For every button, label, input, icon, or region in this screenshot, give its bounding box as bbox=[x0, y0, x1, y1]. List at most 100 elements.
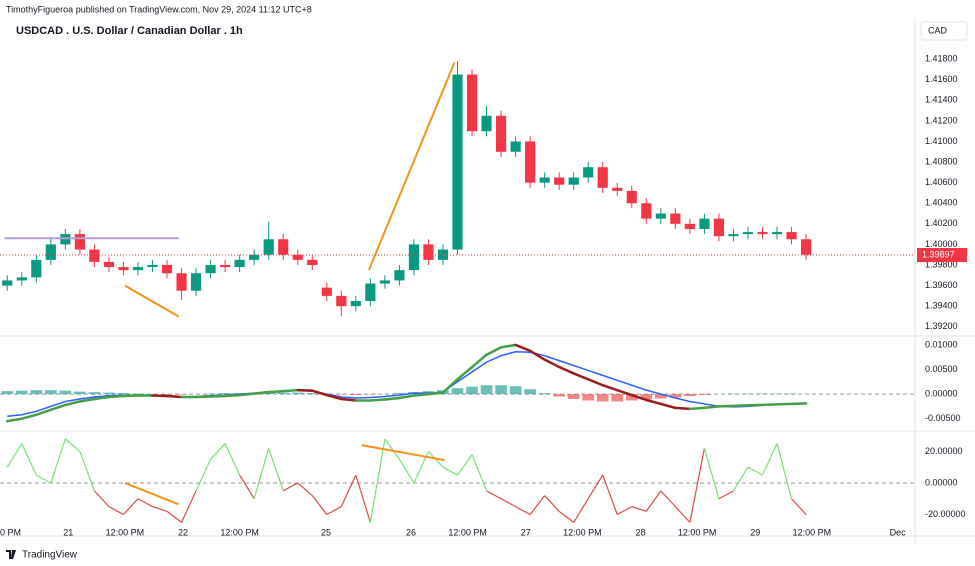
candle-body bbox=[568, 177, 579, 185]
candle-body bbox=[437, 249, 449, 260]
chart-title: USDCAD . U.S. Dollar / Canadian Dollar .… bbox=[16, 25, 243, 37]
signal-segment bbox=[528, 349, 546, 361]
histogram-bar bbox=[582, 394, 595, 401]
oscillator-segment bbox=[137, 498, 153, 508]
signal-segment bbox=[20, 413, 38, 420]
oscillator-segment bbox=[36, 474, 52, 484]
oscillator-segment bbox=[210, 443, 226, 460]
candle-body bbox=[539, 177, 550, 183]
y-tick-label: 1.41400 bbox=[925, 95, 958, 105]
signal-segment bbox=[6, 417, 24, 423]
histogram-bar bbox=[698, 394, 711, 396]
y-tick-label: 1.39200 bbox=[925, 321, 958, 331]
y-tick-label: 1.41600 bbox=[925, 74, 958, 84]
signal-segment bbox=[35, 408, 53, 416]
histogram-bar bbox=[567, 394, 580, 400]
y-tick-label: 1.40400 bbox=[925, 198, 958, 208]
y-tick-label: 20.00000 bbox=[925, 446, 963, 456]
trend-line bbox=[361, 444, 445, 462]
oscillator-segment bbox=[747, 466, 763, 476]
candle-body bbox=[365, 283, 376, 302]
oscillator-segment bbox=[108, 506, 124, 516]
oscillator-segment bbox=[761, 443, 778, 476]
currency-button[interactable] bbox=[920, 21, 968, 41]
histogram-bar bbox=[30, 390, 43, 395]
trend-line bbox=[124, 284, 180, 318]
signal-segment bbox=[412, 392, 430, 397]
signal-segment bbox=[674, 406, 692, 411]
oscillator-segment bbox=[471, 454, 488, 492]
oscillator-segment bbox=[645, 490, 662, 512]
histogram-bar bbox=[495, 385, 507, 395]
oscillator-segment bbox=[442, 466, 458, 476]
oscillator-segment bbox=[689, 448, 705, 523]
signal-segment bbox=[630, 393, 648, 402]
histogram-bar bbox=[625, 394, 638, 401]
histogram-bar bbox=[393, 393, 406, 395]
y-tick-label: 1.40200 bbox=[925, 218, 958, 228]
y-tick-label: 0.01000 bbox=[925, 339, 958, 349]
candle-body bbox=[321, 287, 332, 296]
oscillator-segment bbox=[21, 443, 37, 476]
oscillator-segment bbox=[326, 506, 342, 516]
y-tick-label: 0.00000 bbox=[925, 388, 958, 398]
oscillator-segment bbox=[384, 438, 400, 460]
oscillator-segment bbox=[616, 506, 633, 516]
signal-segment bbox=[383, 396, 401, 401]
trend-line bbox=[124, 482, 180, 506]
candle-body bbox=[786, 232, 797, 240]
signal-segment bbox=[427, 391, 445, 396]
oscillator-segment bbox=[340, 474, 357, 507]
currency-label: CAD bbox=[928, 25, 948, 35]
signal-segment bbox=[49, 403, 67, 412]
signal-segment bbox=[107, 394, 125, 399]
oscillator-segment bbox=[93, 490, 110, 508]
histogram-bar bbox=[1, 391, 14, 395]
candle-body bbox=[176, 273, 187, 291]
signal-segment bbox=[703, 405, 721, 410]
signal-segment bbox=[238, 392, 256, 397]
histogram-bar bbox=[15, 390, 28, 395]
histogram-bar bbox=[103, 392, 115, 395]
signal-segment bbox=[514, 343, 532, 353]
histogram-bar bbox=[538, 393, 551, 395]
y-tick-label: 1.39400 bbox=[925, 301, 958, 311]
signal-segment bbox=[688, 406, 706, 411]
candle-body bbox=[481, 115, 492, 132]
y-tick-label: 1.41800 bbox=[925, 53, 958, 63]
x-tick-label: 27 bbox=[521, 527, 531, 537]
oscillator-segment bbox=[166, 510, 182, 523]
signal-segment bbox=[325, 393, 343, 401]
signal-segment bbox=[470, 353, 488, 369]
histogram-bar bbox=[480, 385, 493, 395]
candle-body bbox=[161, 265, 173, 274]
candle-body bbox=[408, 244, 420, 271]
oscillator-segment bbox=[369, 438, 386, 523]
signal-segment bbox=[557, 365, 575, 375]
oscillator-segment bbox=[776, 443, 793, 499]
histogram-bar bbox=[88, 392, 101, 395]
oscillator-segment bbox=[253, 448, 270, 499]
candle-body bbox=[16, 277, 27, 281]
signal-segment bbox=[93, 395, 111, 401]
candle-body bbox=[89, 249, 100, 262]
histogram-bar bbox=[350, 394, 362, 396]
oscillator-segment bbox=[486, 490, 502, 500]
x-tick-label: 21 bbox=[63, 527, 73, 537]
signal-segment bbox=[281, 388, 299, 393]
oscillator-segment bbox=[500, 498, 516, 508]
last-price-box bbox=[917, 248, 967, 263]
histogram-bar bbox=[291, 392, 304, 395]
oscillator-segment bbox=[573, 498, 589, 523]
histogram-bar bbox=[640, 394, 653, 400]
signal-segment bbox=[441, 378, 459, 394]
oscillator-segment bbox=[181, 490, 197, 523]
histogram-bar bbox=[219, 393, 231, 395]
signal-segment bbox=[252, 390, 270, 395]
signal-segment bbox=[369, 398, 387, 402]
signal-segment bbox=[398, 394, 416, 400]
x-tick-label: 29 bbox=[750, 527, 760, 537]
trend-line bbox=[367, 61, 456, 271]
oscillator-segment bbox=[152, 506, 168, 512]
signal-segment bbox=[543, 358, 561, 369]
